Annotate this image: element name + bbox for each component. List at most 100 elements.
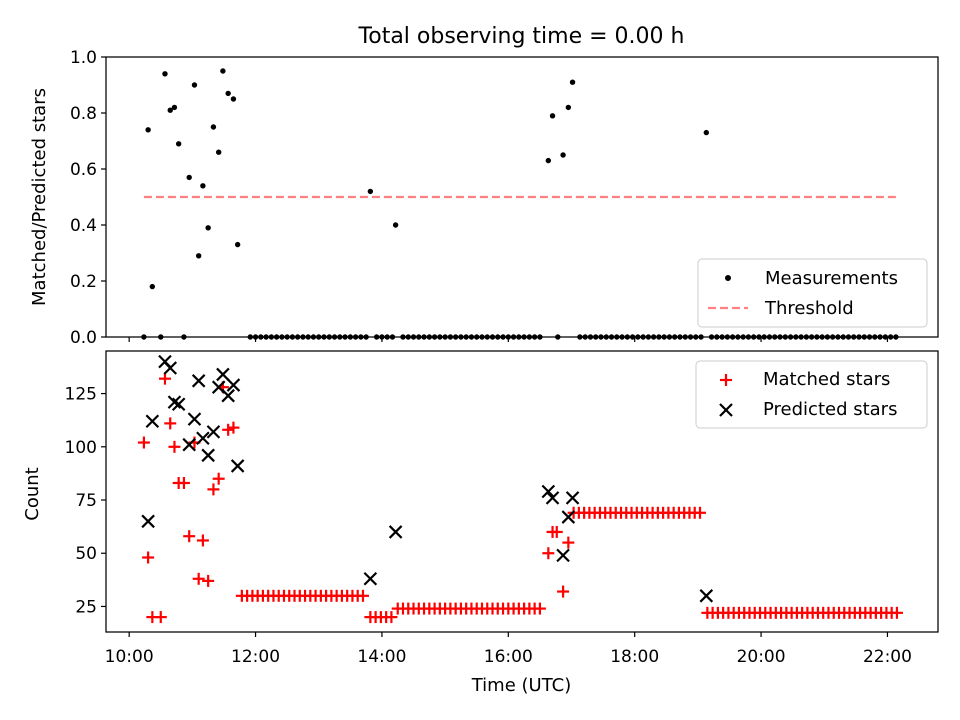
measurement-point	[230, 96, 237, 102]
predicted-x-b	[561, 510, 576, 524]
predicted-star-point	[556, 548, 570, 563]
matched-star-point	[164, 417, 177, 430]
legend-matched-marker	[720, 374, 732, 386]
measurement-point	[195, 253, 202, 259]
predicted-x-b	[171, 397, 186, 411]
ratio-y-tick-label: 0.6	[70, 160, 97, 180]
matched-star-point	[542, 547, 555, 560]
measurement-point	[569, 79, 576, 85]
legend-measurements-marker	[725, 275, 731, 281]
predicted-x-b	[216, 367, 230, 382]
measurement-point	[200, 183, 206, 189]
matched-star-point	[227, 421, 240, 434]
predicted-x-b	[699, 589, 714, 603]
matched-star-point	[183, 530, 196, 543]
predicted-x-b	[226, 378, 241, 392]
measurement-point	[220, 68, 226, 74]
predicted-star-point	[545, 491, 560, 505]
predicted-star-point	[191, 374, 206, 388]
measurement-point	[167, 107, 173, 113]
predicted-x-b	[167, 395, 182, 409]
matched-star-point	[385, 611, 398, 624]
predicted-x-b	[545, 491, 560, 505]
measurement-point	[392, 222, 399, 228]
matched-star-point	[890, 606, 903, 619]
predicted-x-b	[191, 374, 206, 388]
predicted-star-point	[216, 367, 230, 382]
measurement-point	[210, 124, 217, 130]
matched-star-point	[154, 611, 167, 624]
predicted-star-point	[182, 437, 196, 452]
measurement-point	[545, 157, 552, 164]
matched-star-point	[212, 472, 225, 485]
count-x-tick-label: 22:00	[863, 647, 912, 667]
predicted-star-point	[363, 572, 378, 586]
predicted-star-point	[145, 414, 160, 429]
predicted-star-point	[163, 361, 178, 375]
count-legend-box	[695, 360, 928, 429]
predicted-x-b	[363, 572, 378, 586]
predicted-star-point	[201, 448, 215, 463]
measurement-point	[367, 188, 374, 195]
ratio-y-tick-label: 0.0	[70, 328, 97, 348]
ratio-y-tick-label: 1.0	[70, 48, 97, 68]
predicted-star-point	[699, 589, 714, 603]
predicted-x-b	[145, 414, 160, 429]
count-y-tick-label: 100	[65, 438, 97, 458]
count-y-axis-label: Count	[22, 467, 43, 520]
measurement-point	[149, 283, 156, 290]
measurement-point	[191, 82, 198, 88]
predicted-x-b	[206, 425, 221, 439]
predicted-star-point	[565, 491, 580, 505]
measurement-point	[549, 113, 556, 119]
predicted-x-b	[541, 484, 556, 499]
measurement-point	[205, 225, 211, 231]
count-x-tick-label: 16:00	[484, 647, 533, 667]
predicted-x-b	[556, 548, 570, 563]
predicted-x-b	[221, 388, 235, 403]
predicted-star-point	[187, 412, 202, 426]
ratio-x-ticks	[128, 337, 889, 342]
chart-title: Total observing time = 0.00 h	[358, 24, 685, 49]
count-x-tick-label: 12:00	[231, 647, 280, 667]
matched-star-point	[533, 602, 546, 615]
count-panel: 25 50 75 100 125 10:00 12:00 14:00 16:00 18:00 20…	[22, 350, 939, 696]
count-x-tick-label: 10:00	[105, 647, 154, 667]
legend-measurements-label: Measurements	[765, 268, 898, 289]
count-y-tick-label: 75	[75, 491, 97, 511]
count-x-axis-label: Time (UTC)	[471, 675, 572, 696]
measurement-point	[703, 129, 710, 136]
measurement-point	[225, 90, 231, 97]
ratio-axes-frame	[105, 56, 939, 338]
predicted-star-point	[141, 514, 155, 529]
predicted-star-point	[561, 510, 576, 524]
matched-star-point	[192, 572, 205, 585]
count-y-tick-label: 125	[65, 385, 97, 405]
ratio-y-tick-label: 0.4	[70, 216, 97, 236]
measurement-point	[215, 149, 222, 155]
matched-star-point	[137, 436, 150, 449]
ratio-panel: Total observing time = 0.00 h 0.00.20.40…	[29, 24, 939, 348]
predicted-x-b	[182, 437, 196, 452]
ratio-legend: Measurements Threshold	[697, 258, 928, 328]
predicted-star-point	[206, 425, 221, 439]
measurement-point	[565, 104, 572, 111]
count-y-tick-label: 25	[75, 597, 97, 617]
measurement-point	[171, 104, 178, 111]
predicted-x-b	[565, 491, 580, 505]
measurement-point	[186, 174, 192, 181]
matched-star-point	[142, 551, 155, 564]
predicted-x-b	[187, 412, 202, 426]
predicted-star-point	[226, 378, 241, 392]
predicted-x-b	[163, 361, 178, 375]
predicted-x-b	[388, 525, 403, 539]
ratio-y-axis-label: Matched/Predicted stars	[29, 88, 50, 306]
ratio-legend-box	[697, 258, 928, 328]
ratio-y-tick-label: 0.8	[70, 104, 97, 124]
matched-star-point	[562, 536, 575, 549]
predicted-star-point	[196, 431, 210, 446]
count-x-tick-label: 20:00	[737, 647, 786, 667]
measurement-point	[162, 71, 168, 77]
